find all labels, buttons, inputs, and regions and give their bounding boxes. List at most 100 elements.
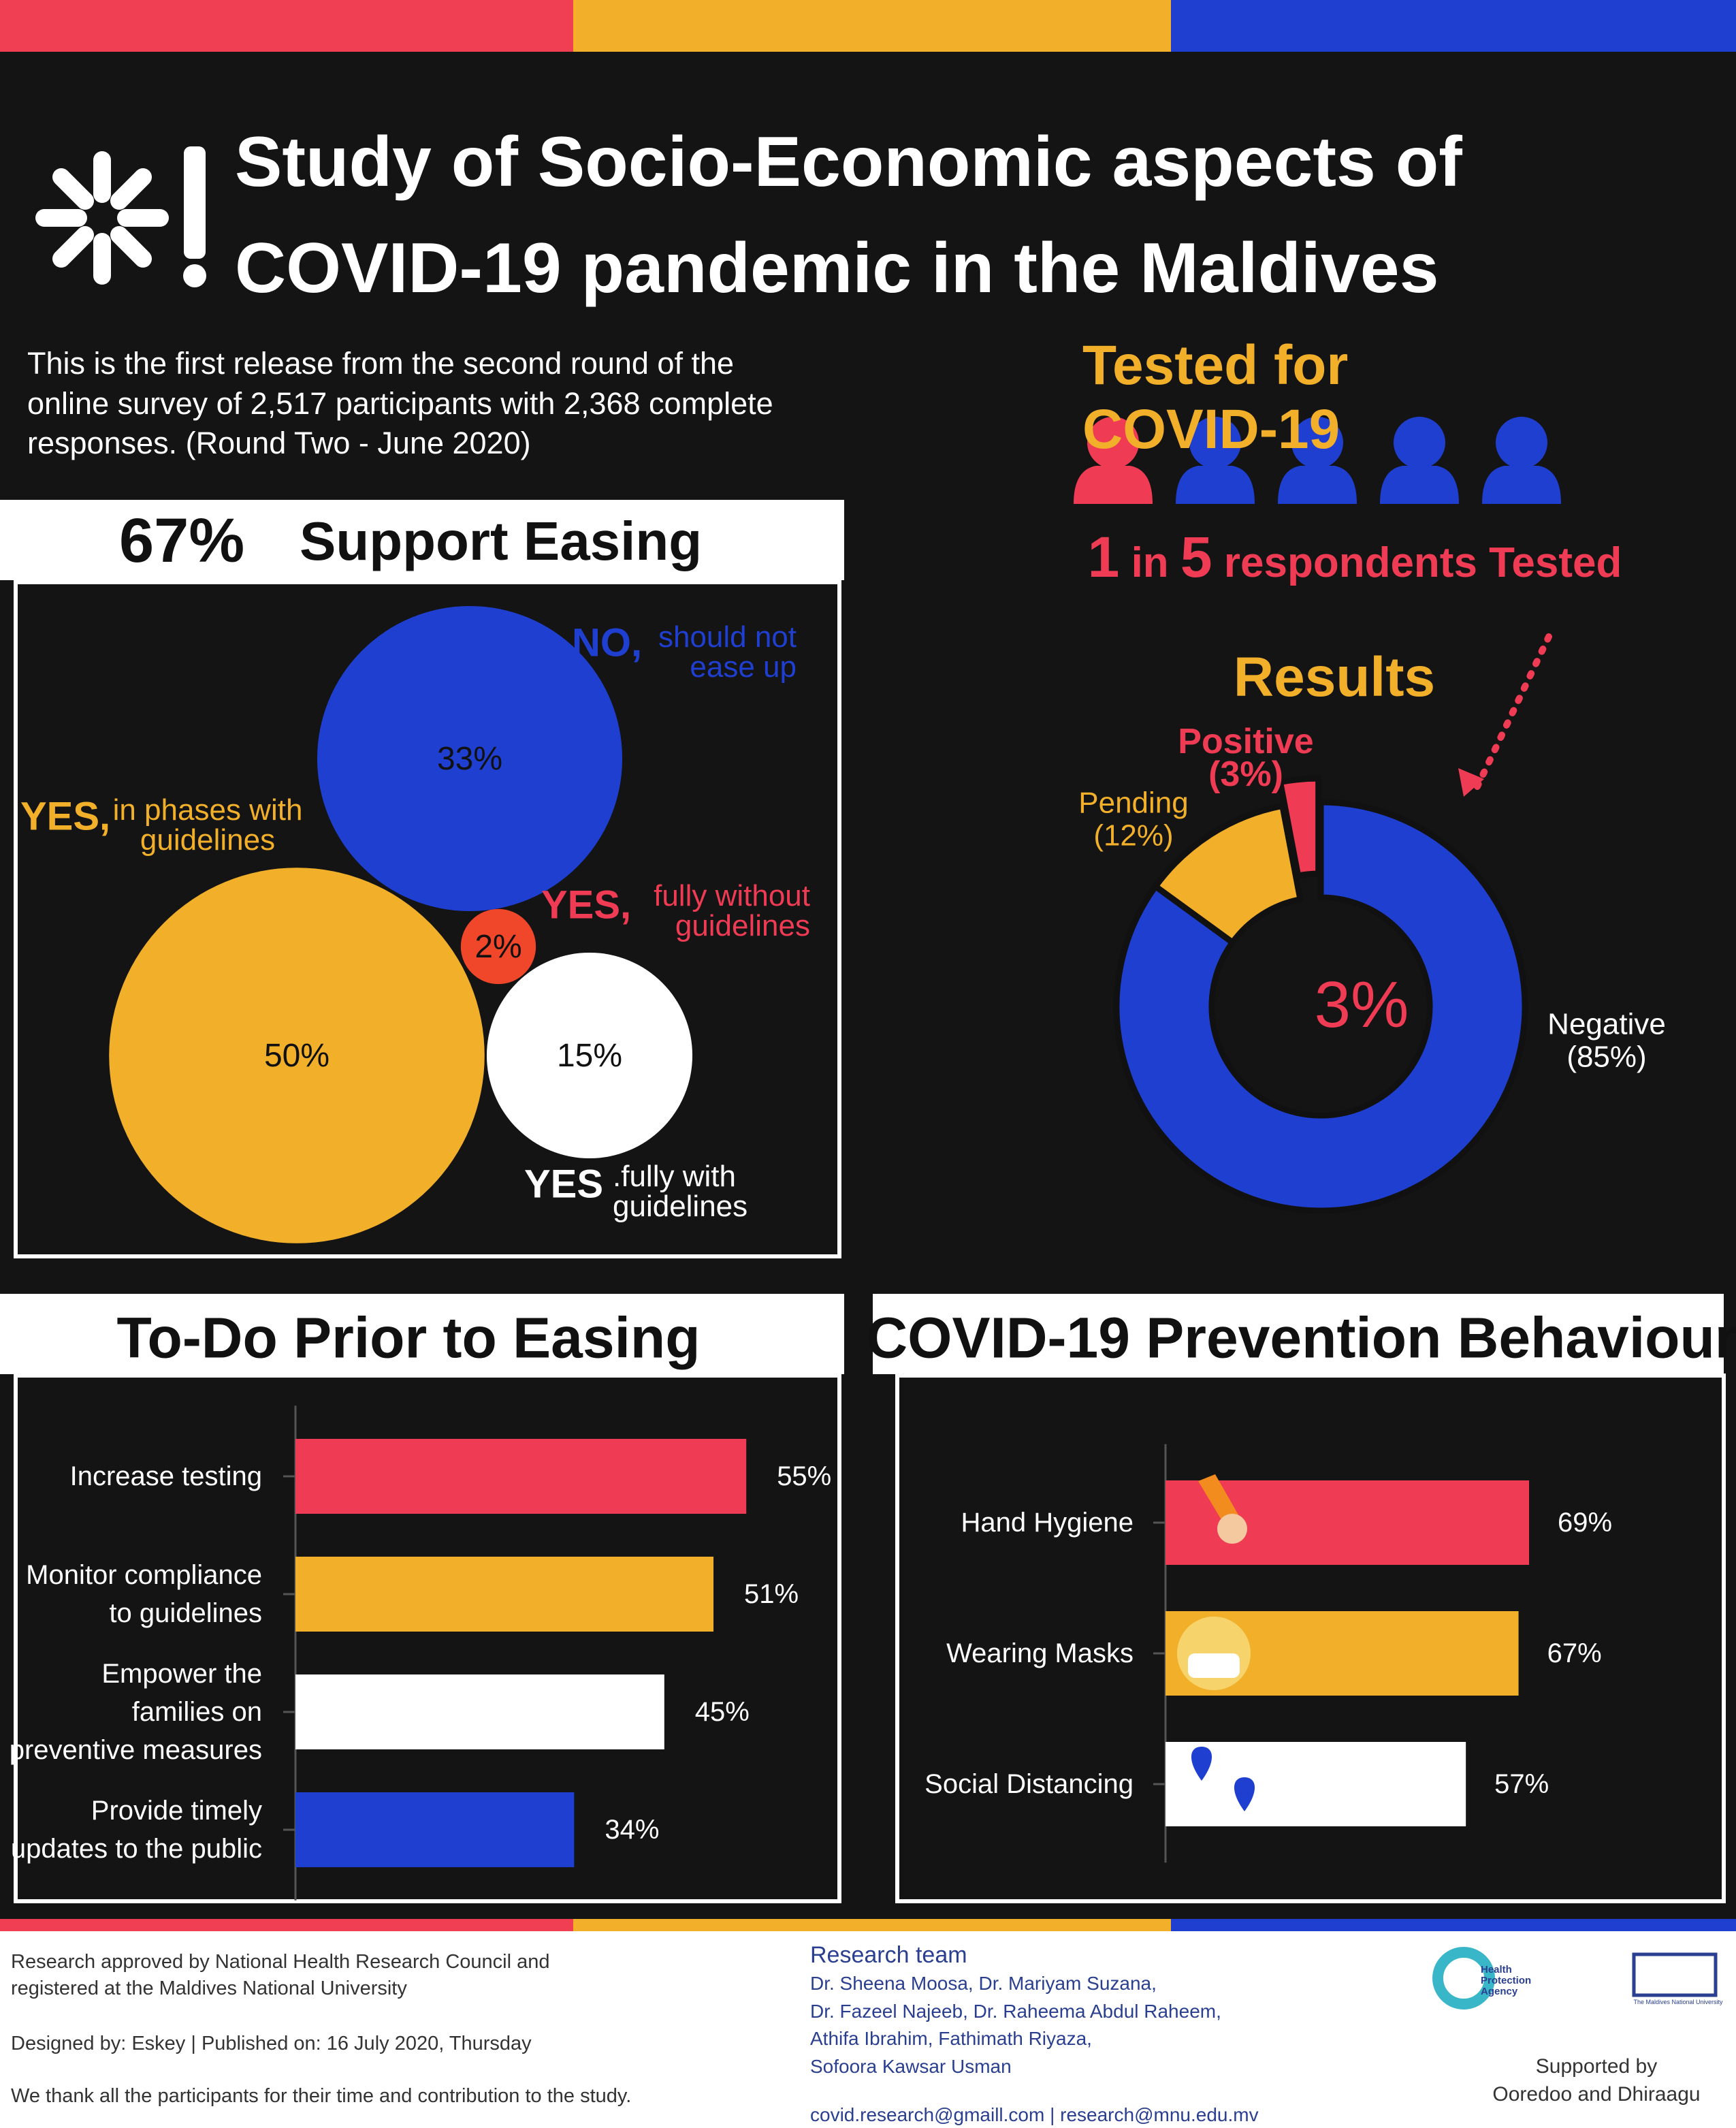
logo (1632, 1952, 1718, 1997)
supported: Supported by Ooredoo and Dhiraagu (1492, 2055, 1701, 2106)
donut-hole (1215, 900, 1427, 1113)
designed: Designed by: Eskey | Published on: 16 Ju… (11, 2033, 532, 2054)
exclamation (184, 146, 206, 259)
panel-header (0, 1294, 844, 1374)
person-icon (1380, 466, 1459, 504)
category-description: should not ease up (658, 620, 797, 684)
tested-count: 1 (1087, 525, 1120, 589)
category-label: Provide timely updates to the public (10, 1796, 262, 1864)
category-label: Increase testing (69, 1461, 262, 1491)
center-label: 3% (1315, 968, 1409, 1041)
bubble (109, 868, 485, 1243)
slice-value-label: (3%) (1208, 755, 1283, 795)
logo-text: Health Protection Agency (1481, 1964, 1532, 1997)
stripe (0, 0, 573, 52)
stripe (573, 1919, 1171, 1931)
hand-icon (1217, 1514, 1247, 1544)
category-label: YES (524, 1162, 604, 1207)
donut-slice (1276, 775, 1322, 880)
panel-title: Support Easing (300, 511, 703, 571)
stripe (1171, 0, 1736, 52)
person-icon (1189, 417, 1241, 469)
panel-title: To-Do Prior to Easing (116, 1305, 701, 1370)
stripe (0, 1919, 573, 1931)
value-label: 55% (777, 1461, 832, 1491)
category-label: Social Distancing (925, 1769, 1134, 1799)
panel-title: COVID-19 Prevention Behaviour (866, 1305, 1736, 1370)
logo (1432, 1947, 1495, 2010)
arrow-head (1458, 768, 1484, 797)
exclamation (183, 264, 206, 287)
donut-slice (1113, 799, 1528, 1214)
panel-header (873, 1294, 1724, 1374)
logo-text: The Maldives National University (1633, 1999, 1723, 2005)
person-icon (1394, 417, 1445, 469)
value-label: 15% (557, 1038, 622, 1074)
value-label: 2% (475, 929, 521, 965)
bubble (486, 952, 693, 1159)
team-title: Research team (810, 1942, 967, 1968)
person-icon (1482, 466, 1561, 504)
tested-total: 5 (1180, 525, 1212, 589)
category-label: Empower the families on preventive measu… (9, 1659, 262, 1765)
slice-label: Negative (1547, 1007, 1666, 1041)
chart-title: Results (1233, 646, 1436, 708)
category-label: YES, (20, 794, 111, 839)
value-label: 51% (744, 1579, 799, 1609)
bubble (460, 908, 536, 985)
value-label: 57% (1494, 1769, 1549, 1799)
bar (295, 1557, 714, 1632)
bubble (317, 605, 623, 912)
panel-title: 67% (119, 506, 245, 576)
team: Dr. Sheena Moosa, Dr. Mariyam Suzana, Dr… (810, 1973, 1221, 2077)
contact: covid.research@gmaill.com | research@mnu… (810, 2104, 1259, 2125)
pin-icon (1191, 1747, 1212, 1781)
stripe (1171, 1919, 1736, 1931)
connector: in (1131, 539, 1169, 586)
category-label: YES, (541, 883, 632, 927)
person-icon (1291, 417, 1343, 469)
value-label: 33% (437, 741, 502, 777)
category-label: Monitor compliance to guidelines (26, 1560, 262, 1628)
pin-icon (1234, 1777, 1255, 1811)
slice-label: Positive (1178, 722, 1314, 762)
category-label: Hand Hygiene (961, 1508, 1134, 1538)
panel-header (0, 500, 844, 580)
approval: Research approved by National Health Res… (11, 1951, 550, 2000)
value-label: 45% (694, 1697, 750, 1727)
bar (295, 1439, 747, 1514)
value-label: 69% (1558, 1508, 1613, 1538)
value-label: 67% (1547, 1638, 1602, 1668)
tested-caption: 1 in 5 respondents Tested (1088, 524, 1622, 590)
title-line: Study of Socio-Economic aspects of (235, 123, 1462, 202)
slice-label: Pending (1078, 786, 1189, 820)
person-icon (1278, 466, 1357, 504)
value-label: 50% (264, 1038, 329, 1074)
mask-icon (1188, 1653, 1240, 1678)
title-line: COVID-19 pandemic in the Maldives (235, 229, 1439, 308)
category-description: .fully with guidelines (613, 1160, 748, 1223)
bar (295, 1792, 575, 1867)
category-description: in phases with guidelines (112, 793, 303, 857)
intro: This is the first release from the secon… (27, 346, 773, 460)
slice-value-label: (12%) (1093, 819, 1174, 853)
title: Study of Socio-Economic aspects of COVID-… (235, 109, 1462, 321)
value-label: 34% (605, 1815, 660, 1845)
slice-value-label: (85%) (1566, 1040, 1647, 1074)
category-label: Wearing Masks (946, 1638, 1134, 1668)
person-icon (1176, 466, 1255, 504)
stripe (573, 0, 1171, 52)
thanks: We thank all the participants for their … (11, 2085, 632, 2107)
logo-icon (35, 151, 169, 285)
bar (1166, 1742, 1466, 1826)
person-icon (1074, 466, 1153, 504)
arrow (1474, 633, 1552, 790)
person-icon (1087, 417, 1139, 469)
category-description: fully without guidelines (654, 879, 810, 942)
tested-title: Tested for COVID-19 (1082, 334, 1349, 461)
bar (295, 1674, 664, 1749)
person-icon (1496, 417, 1547, 469)
caption: respondents Tested (1223, 539, 1622, 586)
